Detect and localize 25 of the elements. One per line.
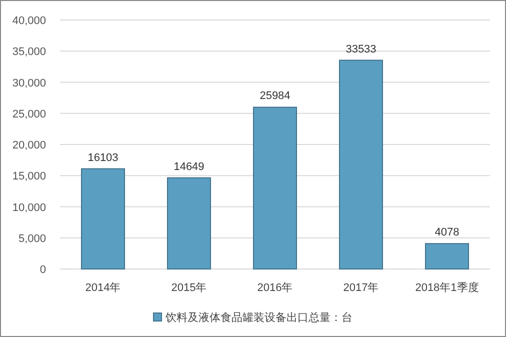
x-tick-label: 2017年 <box>343 282 379 294</box>
y-tick-label: 30,000 <box>12 77 46 90</box>
y-tick-label: 5,000 <box>18 232 46 245</box>
data-label: 16103 <box>88 152 118 164</box>
legend-label: 饮料及液体食品罐装设备出口总量：台 <box>164 311 352 324</box>
y-tick-label: 20,000 <box>12 140 46 152</box>
data-label: 25984 <box>260 90 290 102</box>
x-tick-label: 2015年 <box>171 282 207 294</box>
y-tick-label: 10,000 <box>12 202 46 214</box>
data-label: 4078 <box>434 226 460 239</box>
y-tick-label: 40,000 <box>12 15 46 27</box>
x-tick-label: 2016年 <box>257 282 293 294</box>
bar <box>81 168 125 270</box>
bar <box>425 243 469 270</box>
y-tick-label: 35,000 <box>12 46 46 58</box>
bar <box>253 106 297 270</box>
data-label: 33533 <box>346 43 376 56</box>
bar <box>167 177 211 270</box>
bar <box>339 60 383 270</box>
data-label: 14649 <box>174 160 204 173</box>
x-tick-label: 2018年1季度 <box>415 281 479 294</box>
x-tick-label: 2014年 <box>85 282 121 294</box>
y-tick-label: 25,000 <box>12 108 46 120</box>
y-tick-label: 0 <box>40 264 46 276</box>
y-tick-label: 15,000 <box>12 170 46 183</box>
